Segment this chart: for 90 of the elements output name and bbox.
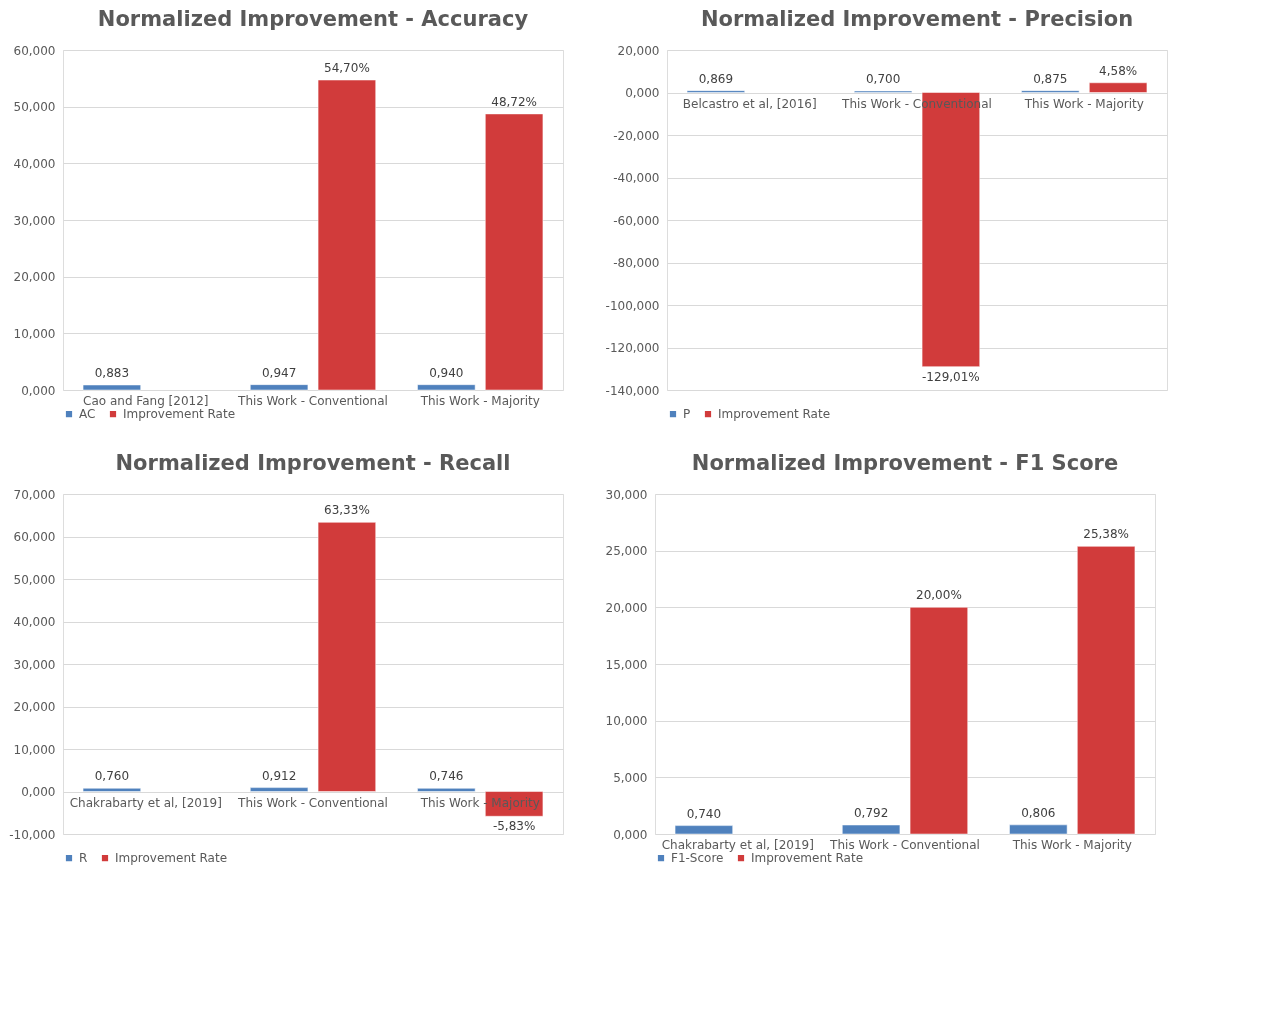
x-tick-label: This Work - Majority xyxy=(419,795,540,810)
legend-label: Improvement Rate xyxy=(123,407,236,422)
y-tick-label: 30,000 xyxy=(13,657,56,672)
x-tick-label: Chakrabarty et al, [2019] xyxy=(661,838,814,852)
chart-title: Normalized Improvement - Precision xyxy=(700,7,1134,31)
y-tick-label: 0,000 xyxy=(625,86,660,100)
x-tick-label: This Work - Conventional xyxy=(237,394,388,408)
y-tick-label: 70,000 xyxy=(13,487,56,502)
y-tick-label: -120,000 xyxy=(605,341,660,355)
y-tick-label: 30,000 xyxy=(605,487,648,502)
legend-label: P xyxy=(683,407,691,422)
data-label: 0,912 xyxy=(261,768,297,783)
legend-label: Improvement Rate xyxy=(751,851,864,866)
y-tick-label: 20,000 xyxy=(617,43,660,58)
y-tick-label: 40,000 xyxy=(13,615,56,629)
y-tick-label: 10,000 xyxy=(605,714,648,729)
x-tick-label: Belcastro et al, [2016] xyxy=(682,96,817,111)
bar xyxy=(417,788,476,792)
y-tick-label: 50,000 xyxy=(13,572,56,587)
x-tick-label: Cao and Fang [2012] xyxy=(83,394,209,408)
chart-title: Normalized Improvement - Recall xyxy=(115,451,511,475)
data-label: 0,760 xyxy=(94,769,130,784)
y-tick-label: 10,000 xyxy=(13,742,56,757)
x-tick-label: This Work - Majority xyxy=(419,394,540,408)
y-tick-label: -10,000 xyxy=(9,827,56,842)
data-label: 0,700 xyxy=(865,72,901,87)
y-tick-label: 60,000 xyxy=(13,43,56,58)
y-tick-label: -140,000 xyxy=(605,383,660,398)
y-tick-label: -40,000 xyxy=(613,171,660,185)
x-tick-label: This Work - Conventional xyxy=(237,795,388,810)
data-label: 0,883 xyxy=(94,366,130,380)
bar xyxy=(909,607,968,835)
bar xyxy=(1089,82,1148,93)
bar xyxy=(250,787,309,792)
data-label: 0,875 xyxy=(1033,71,1068,86)
bar xyxy=(317,79,376,391)
bar xyxy=(674,825,733,835)
chart-title: Normalized Improvement - F1 Score xyxy=(691,451,1119,475)
data-label: 0,940 xyxy=(429,365,464,380)
data-label: 0,947 xyxy=(261,365,297,380)
y-tick-label: 0,000 xyxy=(613,827,648,842)
data-label: 0,740 xyxy=(686,806,722,821)
data-label: 4,58% xyxy=(1099,63,1138,78)
legend-label: Improvement Rate xyxy=(718,407,831,422)
bar xyxy=(842,824,901,835)
data-label: 0,869 xyxy=(698,71,734,86)
data-label: 0,746 xyxy=(429,769,464,784)
x-tick-label: This Work - Conventional xyxy=(829,838,980,852)
data-label: 0,792 xyxy=(853,806,889,821)
bar xyxy=(317,522,376,792)
data-label: 48,72% xyxy=(491,94,537,109)
y-tick-label: -80,000 xyxy=(613,256,660,270)
data-label: 63,33% xyxy=(324,503,370,518)
y-tick-label: 25,000 xyxy=(605,544,648,559)
data-label: -129,01% xyxy=(922,369,980,384)
y-tick-label: 60,000 xyxy=(13,530,56,544)
data-label: 20,00% xyxy=(916,588,962,603)
x-tick-label: This Work - Majority xyxy=(1011,838,1132,852)
chart-title: Normalized Improvement - Accuracy xyxy=(97,7,529,31)
y-tick-label: -60,000 xyxy=(613,213,660,228)
legend-label: Improvement Rate xyxy=(115,851,228,866)
bar xyxy=(82,788,141,792)
bar xyxy=(485,113,544,391)
y-tick-label: 20,000 xyxy=(605,600,648,615)
y-tick-label: 30,000 xyxy=(13,213,56,228)
y-tick-label: 0,000 xyxy=(21,383,56,398)
data-label: -5,83% xyxy=(492,819,536,834)
data-label: 25,38% xyxy=(1083,527,1129,542)
y-tick-label: -20,000 xyxy=(613,128,660,143)
y-tick-label: -100,000 xyxy=(605,298,660,313)
legend-label: AC xyxy=(79,407,96,422)
y-tick-label: 10,000 xyxy=(13,326,56,341)
x-tick-label: Chakrabarty et al, [2019] xyxy=(69,795,222,810)
data-label: 54,70% xyxy=(324,61,370,76)
bar xyxy=(1077,546,1136,835)
y-tick-label: 0,000 xyxy=(21,785,56,799)
x-tick-label: This Work - Majority xyxy=(1023,96,1144,111)
y-tick-label: 20,000 xyxy=(13,700,56,714)
bar xyxy=(250,384,309,391)
bar xyxy=(82,384,141,391)
y-tick-label: 50,000 xyxy=(13,100,56,115)
bar xyxy=(1009,824,1068,835)
y-tick-label: 40,000 xyxy=(13,156,56,171)
y-tick-label: 15,000 xyxy=(605,657,648,672)
data-label: 0,806 xyxy=(1021,805,1056,820)
legend-label: R xyxy=(79,851,88,866)
y-tick-label: 5,000 xyxy=(613,770,648,785)
bar xyxy=(417,384,476,391)
legend-label: F1-Score xyxy=(671,851,724,866)
y-tick-label: 20,000 xyxy=(13,270,56,285)
